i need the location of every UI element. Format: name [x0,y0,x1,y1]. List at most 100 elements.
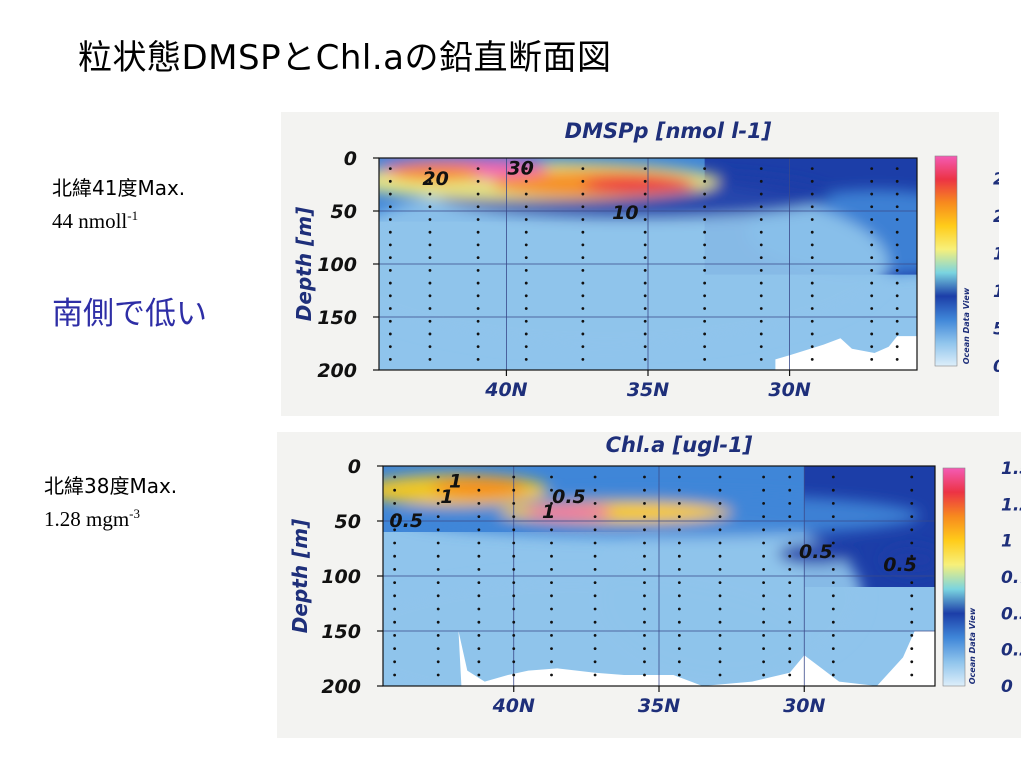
station-sample-dot [759,281,763,285]
station-sample-dot [643,205,647,209]
station-sample-dot [428,319,432,323]
station-sample-dot [393,502,397,505]
station-sample-dot [428,230,432,234]
station-sample-dot [870,358,874,361]
station-sample-dot [388,256,392,260]
station-sample-dot [870,256,874,260]
colorbar [934,155,958,367]
station-sample-dot [512,620,516,624]
station-sample-dot [393,634,397,637]
station-sample-dot [643,332,647,336]
colorbar-tick-label: 0 [993,357,999,377]
value-blob [390,164,481,182]
value-blob [882,546,935,573]
y-tick-label: 50 [331,201,357,223]
station-sample-dot [677,515,681,518]
station-sample-dot [581,256,585,260]
x-tick-label: 40N [484,379,527,401]
station-sample-dot [524,205,528,209]
station-sample-dot [524,307,528,310]
station-sample-dot [476,319,480,323]
dmsp-section-panel: 20 30 10 DMSPp [nmol l-1] 0 50 100 150 200 Depth … [281,112,999,416]
no-data-region [775,336,917,370]
station-sample-dot [718,475,722,479]
station-sample-dot [643,268,647,272]
station-sample-dot [703,218,707,221]
station-sample-dot [428,281,432,285]
station-sample-dot [550,515,553,518]
station-sample-dot [810,192,814,196]
station-sample-dot [718,541,722,545]
station-sample-dot [643,647,646,650]
station-sample-dot [831,594,835,598]
value-blob [778,543,854,565]
station-sample-dot [831,673,835,677]
station-sample-dot [581,179,585,183]
station-sample-dot [593,634,597,637]
south-low-callout: 南側で低い [52,296,207,332]
no-data-region [458,631,935,686]
station-sample-dot [477,528,481,532]
station-sample-dot [788,515,792,518]
station-sample-dot [810,268,814,272]
colorbar-tick-label: 0.5 [1001,604,1021,624]
station-sample-dot [788,673,792,677]
station-sample-dot [703,319,707,323]
chla-max-value-text: 1.28 mgm [44,507,130,531]
station-sample-dot [910,515,914,518]
station-sample-dot [759,192,763,196]
station-sample-dot [393,594,397,598]
colorbar-tick-label: 0.25 [1001,641,1021,661]
station-sample-dot [810,205,814,209]
station-sample-dot [476,345,480,349]
station-sample-dot [895,243,899,247]
station-sample-dot [762,634,765,637]
station-sample-dot [703,358,707,361]
station-sample-dot [718,634,722,637]
station-sample-dot [703,256,707,260]
station-sample-dot [436,502,440,505]
station-sample-dot [643,167,647,170]
station-sample-dot [550,607,553,611]
station-sample-dot [477,554,481,558]
value-blob [582,174,697,195]
station-sample-dot [393,554,397,558]
station-sample-dot [388,179,392,183]
station-sample-dot [643,475,646,479]
station-sample-dot [703,205,707,209]
station-sample-dot [428,167,432,170]
station-sample-dot [703,192,707,196]
station-sample-dot [718,660,722,664]
station-sample-dot [703,179,707,183]
station-sample-dot [428,294,432,298]
station-sample-dot [388,167,392,170]
x-tick-label: 40N [492,695,535,717]
station-sample-dot [388,230,392,234]
station-sample-dot [788,594,792,598]
station-sample-dot [581,307,585,310]
station-sample-dot [831,568,835,571]
station-sample-dot [393,488,397,492]
station-sample-dot [593,568,597,571]
station-sample-dot [762,594,765,598]
x-tick-label: 35N [627,379,669,401]
y-tick-label: 150 [317,307,357,329]
station-sample-dot [718,528,722,532]
station-sample-dot [477,515,481,518]
station-sample-dot [476,205,480,209]
station-sample-dot [428,192,432,196]
station-sample-dot [788,475,792,479]
station-sample-dot [895,332,899,336]
station-sample-dot [831,554,835,558]
station-sample-dot [870,230,874,234]
station-sample-dot [718,515,722,518]
colorbar-tick-label: 10 [993,282,999,302]
station-sample-dot [703,230,707,234]
station-sample-dot [581,294,585,298]
station-sample-dot [677,528,681,532]
chla-max-note: 北緯38度Max. 1.28 mgm-3 [44,472,177,533]
station-sample-dot [593,502,597,505]
station-sample-dot [393,581,397,584]
station-sample-dot [831,515,835,518]
dmsp-max-value: 44 nmoll-1 [52,202,185,235]
